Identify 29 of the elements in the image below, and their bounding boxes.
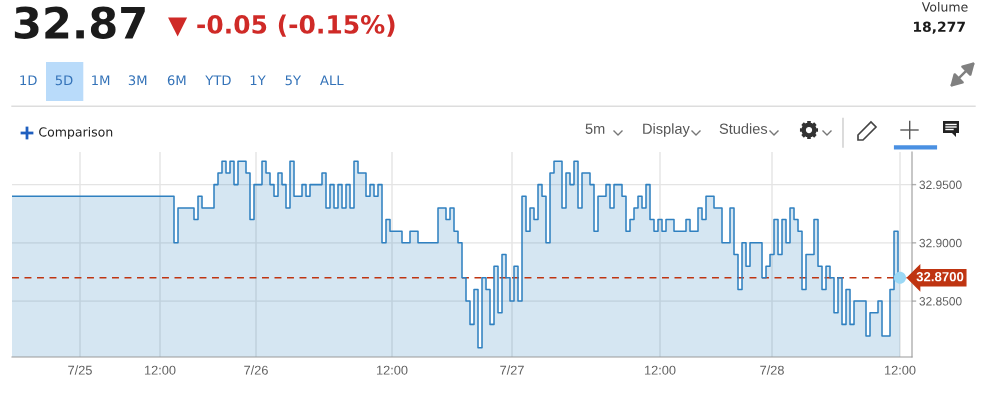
text: ALL — [320, 75, 344, 86]
x-tick-label: 7/27 — [500, 365, 524, 375]
text: 1Y — [250, 75, 266, 86]
text: 5Y — [285, 75, 302, 86]
text: 6M — [167, 75, 186, 86]
text: Studies — [719, 123, 768, 134]
x-tick-label: 12:00 — [376, 365, 408, 375]
ref-line-label: 32.8700 — [916, 271, 964, 282]
x-tick-label: 12:00 — [144, 365, 176, 375]
x-tick-label: 12:00 — [885, 365, 916, 375]
chart-subtitle: ▼ -0.05 (-0.15%) — [168, 14, 395, 37]
y-tick-label: 32.9500 — [919, 180, 962, 190]
text: 3M — [128, 75, 147, 86]
x-tick-label: 7/28 — [760, 365, 784, 375]
text: 1D — [20, 75, 37, 86]
chart-title: 32.87 — [14, 6, 145, 40]
text: 1M — [92, 75, 110, 86]
text: 5D — [55, 75, 73, 86]
text: Comparison — [39, 126, 113, 140]
text: Volume — [921, 1, 968, 12]
x-tick-label: 7/25 — [68, 365, 92, 375]
y-tick-label: 32.9000 — [919, 238, 962, 248]
text: 5m — [585, 123, 605, 134]
text: Display — [643, 123, 690, 137]
text: YTD — [205, 75, 231, 86]
text: 18,277 — [913, 21, 965, 34]
x-tick-label: 12:00 — [645, 365, 676, 375]
y-tick-label: 32.8500 — [919, 297, 962, 306]
x-tick-label: 7/26 — [244, 365, 268, 375]
